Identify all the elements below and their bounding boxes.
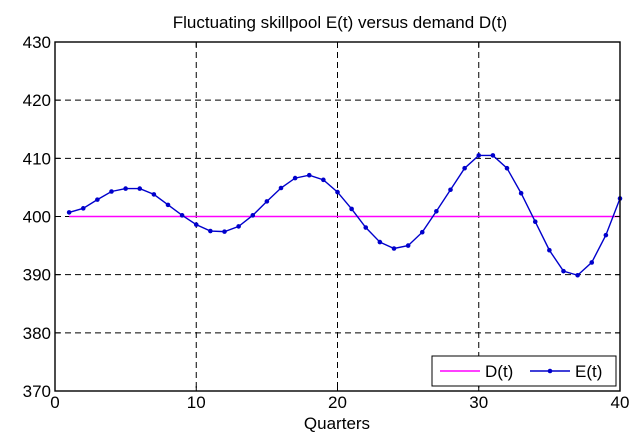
x-tick-label: 0 bbox=[50, 393, 59, 412]
data-point-et bbox=[434, 208, 439, 214]
data-point-et bbox=[561, 268, 566, 274]
data-point-et bbox=[462, 165, 467, 171]
y-tick-label: 380 bbox=[23, 324, 51, 343]
data-point-et bbox=[532, 219, 538, 225]
data-point-et bbox=[504, 165, 510, 171]
y-tick-label: 410 bbox=[23, 149, 51, 168]
data-point-et bbox=[193, 222, 199, 227]
y-tick-label: 390 bbox=[23, 266, 51, 285]
series-layer bbox=[66, 153, 623, 278]
data-point-et bbox=[66, 210, 72, 215]
data-point-et bbox=[363, 225, 369, 230]
data-point-et bbox=[306, 172, 312, 178]
legend-label-dt: D(t) bbox=[485, 362, 513, 381]
legend-marker-et bbox=[547, 368, 553, 374]
x-tick-label: 30 bbox=[469, 393, 488, 412]
data-point-et bbox=[151, 192, 157, 197]
legend: D(t) E(t) bbox=[431, 355, 617, 387]
data-point-et bbox=[335, 189, 340, 195]
data-point-et bbox=[490, 153, 496, 158]
axis-ticks bbox=[54, 41, 621, 392]
data-point-et bbox=[321, 177, 326, 183]
data-point-et bbox=[349, 206, 354, 212]
data-point-et bbox=[109, 189, 114, 194]
y-tick-label: 400 bbox=[23, 208, 51, 227]
data-point-et bbox=[264, 199, 270, 204]
data-point-et bbox=[589, 260, 595, 265]
x-tick-label: 20 bbox=[328, 393, 347, 412]
data-point-et bbox=[179, 213, 185, 218]
series-line-et bbox=[68, 154, 621, 277]
data-point-et bbox=[250, 213, 256, 218]
data-point-et bbox=[419, 229, 425, 235]
data-point-et bbox=[518, 190, 524, 196]
data-point-et bbox=[405, 243, 411, 248]
data-point-et bbox=[236, 224, 241, 229]
data-point-et bbox=[165, 202, 171, 208]
y-tick-label: 430 bbox=[23, 33, 51, 52]
data-point-et bbox=[137, 186, 143, 191]
data-point-et bbox=[208, 228, 213, 234]
y-tick-label: 420 bbox=[23, 91, 51, 110]
data-point-et bbox=[391, 246, 397, 251]
data-point-et bbox=[575, 272, 580, 278]
data-point-et bbox=[292, 175, 298, 181]
data-point-et bbox=[476, 153, 482, 158]
data-point-et bbox=[278, 185, 284, 191]
legend-label-et: E(t) bbox=[575, 362, 602, 381]
data-point-et bbox=[448, 187, 453, 193]
y-tick-label: 370 bbox=[23, 382, 51, 401]
y-tick-labels: 370 380 390 400 410 420 430 bbox=[23, 33, 51, 401]
x-tick-labels: 0 10 20 30 40 bbox=[50, 393, 629, 412]
x-axis-label: Quarters bbox=[304, 414, 370, 432]
data-point-et bbox=[80, 206, 86, 211]
data-point-et bbox=[377, 239, 383, 245]
x-tick-label: 10 bbox=[187, 393, 206, 412]
x-tick-label: 40 bbox=[611, 393, 630, 412]
data-point-et bbox=[123, 186, 128, 191]
data-point-et bbox=[603, 232, 609, 238]
data-point-et bbox=[95, 197, 100, 202]
chart-title: Fluctuating skillpool E(t) versus demand… bbox=[173, 13, 507, 32]
data-point-et bbox=[547, 247, 552, 253]
data-point-et bbox=[222, 229, 227, 234]
